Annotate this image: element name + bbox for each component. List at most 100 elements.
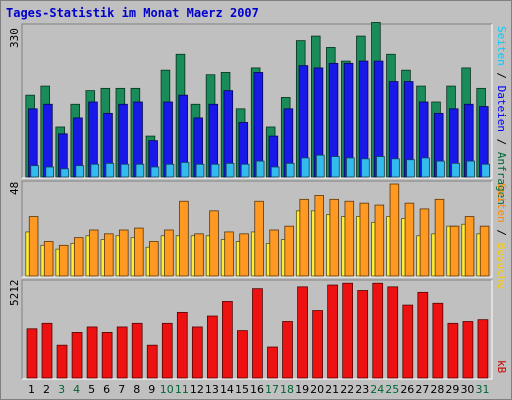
bar-seiten-day-15 xyxy=(240,163,250,178)
bars-middle-group xyxy=(25,183,490,277)
bar-kb-day-19 xyxy=(297,286,308,379)
bar-kb-day-24 xyxy=(372,282,384,379)
bar-seiten-day-28 xyxy=(434,198,445,277)
legend-sep: / xyxy=(495,132,508,152)
chart-title: Tages-Statistik im Monat Maerz 2007 xyxy=(6,6,259,20)
legend-dateien: Dateien xyxy=(495,86,508,132)
bar-seiten-day-14 xyxy=(224,231,234,277)
x-tick-label-day-5: 5 xyxy=(88,383,95,396)
bar-seiten-day-1 xyxy=(28,216,39,277)
bar-seiten-day-9 xyxy=(149,241,159,277)
x-tick-label-day-28: 28 xyxy=(430,383,444,396)
x-tick-label-day-23: 23 xyxy=(355,383,369,396)
bar-seiten-day-12 xyxy=(194,233,204,277)
bar-seiten-day-18 xyxy=(284,225,294,277)
legend-bottom: kB xyxy=(495,360,508,374)
bar-seiten-day-3 xyxy=(58,244,69,277)
bar-seiten-day-9 xyxy=(150,166,160,178)
bar-kb-day-29 xyxy=(447,322,459,379)
x-tick-label-day-30: 30 xyxy=(460,383,474,396)
bar-kb-day-17 xyxy=(267,346,278,379)
x-tick-label-day-15: 15 xyxy=(235,383,249,396)
bar-seiten-day-2 xyxy=(43,241,54,277)
bar-seiten-day-22 xyxy=(344,200,355,277)
x-tick-label-day-16: 16 xyxy=(250,383,264,396)
bar-seiten-day-31 xyxy=(479,225,490,277)
bar-kb-day-5 xyxy=(86,326,98,379)
bar-kb-day-9 xyxy=(146,344,158,379)
bar-seiten-day-6 xyxy=(105,162,115,178)
x-tick-label-day-17: 17 xyxy=(265,383,279,396)
bars-top-group xyxy=(25,22,490,178)
bar-seiten-day-17 xyxy=(269,229,279,277)
bar-seiten-day-14 xyxy=(225,162,235,178)
x-tick-label-day-2: 2 xyxy=(43,383,50,396)
bar-kb-day-30 xyxy=(462,321,474,379)
bar-seiten-day-23 xyxy=(359,202,370,277)
legend-anfragen: Anfragen xyxy=(495,152,508,205)
bar-seiten-day-28 xyxy=(436,160,445,178)
bar-seiten-day-10 xyxy=(165,163,175,178)
bar-seiten-day-20 xyxy=(315,154,325,178)
bar-seiten-day-3 xyxy=(60,168,70,178)
bar-kb-day-16 xyxy=(252,288,263,379)
x-tick-label-day-20: 20 xyxy=(310,383,324,396)
bar-seiten-day-13 xyxy=(210,163,220,178)
bar-kb-day-21 xyxy=(327,284,338,379)
bar-seiten-day-24 xyxy=(376,156,385,178)
bar-seiten-day-25 xyxy=(389,183,400,277)
x-tick-label-day-7: 7 xyxy=(118,383,125,396)
bar-seiten-day-1 xyxy=(30,165,39,178)
bar-seiten-day-29 xyxy=(451,162,460,178)
bar-seiten-day-27 xyxy=(421,157,430,178)
bar-kb-day-6 xyxy=(101,332,113,379)
bar-seiten-day-29 xyxy=(449,225,460,277)
x-axis-labels: 1 2 3 4 5 6 7 8 9 10 11 12 13 14 15 16 17 18 19 20 21 22 23 24 2… xyxy=(28,383,489,396)
x-tick-label-day-31: 31 xyxy=(475,383,489,396)
bar-seiten-day-20 xyxy=(314,195,324,277)
x-tick-label-day-19: 19 xyxy=(295,383,309,396)
bar-seiten-day-21 xyxy=(329,198,340,277)
x-tick-label-day-12: 12 xyxy=(190,383,204,396)
bar-kb-day-15 xyxy=(237,330,248,379)
bar-seiten-day-4 xyxy=(73,237,84,277)
bar-seiten-day-7 xyxy=(120,163,130,178)
legend-top: Seiten / Dateien / Anfragen xyxy=(495,26,508,205)
bar-kb-day-28 xyxy=(432,302,444,379)
bar-seiten-day-22 xyxy=(346,157,355,178)
legend-seiten: Seiten xyxy=(495,183,508,223)
bar-seiten-day-26 xyxy=(406,159,415,178)
bar-seiten-day-8 xyxy=(134,227,144,277)
bar-seiten-day-19 xyxy=(300,157,310,178)
bar-seiten-day-31 xyxy=(481,163,490,178)
bar-seiten-day-23 xyxy=(361,158,370,178)
bar-kb-day-23 xyxy=(357,290,369,379)
bar-seiten-day-19 xyxy=(299,198,309,277)
top-max-label: 330 xyxy=(8,28,21,48)
bar-kb-day-27 xyxy=(417,291,429,379)
bar-kb-day-10 xyxy=(161,322,173,379)
legend-seiten: Seiten xyxy=(495,26,508,66)
bottom-max-label: 5212 xyxy=(8,280,21,307)
bar-seiten-day-11 xyxy=(180,162,190,178)
bar-seiten-day-11 xyxy=(179,200,189,277)
bar-seiten-day-30 xyxy=(466,160,475,178)
bar-seiten-day-18 xyxy=(285,162,295,178)
bar-seiten-day-8 xyxy=(135,163,145,178)
x-tick-label-day-22: 22 xyxy=(340,383,354,396)
bar-kb-day-22 xyxy=(342,282,353,379)
bar-kb-day-4 xyxy=(71,332,83,379)
x-tick-label-day-3: 3 xyxy=(58,383,65,396)
x-tick-label-day-29: 29 xyxy=(445,383,459,396)
x-tick-label-day-1: 1 xyxy=(28,383,35,396)
bar-kb-day-7 xyxy=(116,326,128,379)
x-tick-label-day-14: 14 xyxy=(220,383,234,396)
bar-kb-day-13 xyxy=(206,315,218,379)
bar-seiten-day-10 xyxy=(164,229,174,277)
x-tick-label-day-13: 13 xyxy=(205,383,219,396)
x-tick-label-day-27: 27 xyxy=(415,383,429,396)
bar-seiten-day-15 xyxy=(239,233,249,277)
x-tick-label-day-24: 24 xyxy=(370,383,384,396)
